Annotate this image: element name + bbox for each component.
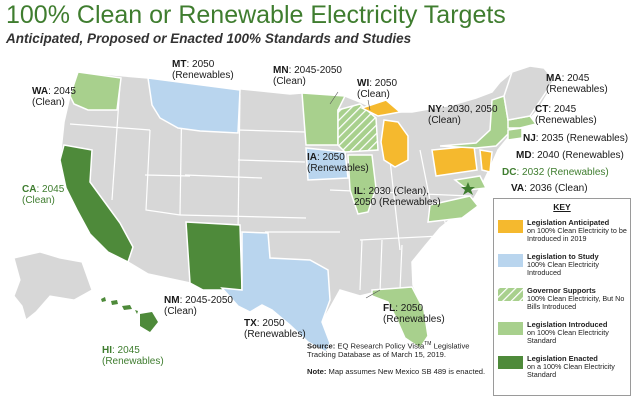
state-md bbox=[453, 175, 488, 191]
state-mi bbox=[360, 99, 409, 168]
label-ct: CT: 2045 (Renewables) bbox=[535, 104, 597, 126]
state-hi bbox=[101, 297, 158, 332]
legend-swatch bbox=[498, 288, 523, 301]
label-dc: DC: 2032 (Renewables) bbox=[502, 167, 609, 178]
label-wi: WI: 2050 (Clean) bbox=[357, 78, 398, 100]
state-ia bbox=[305, 147, 349, 181]
state-new-england bbox=[503, 65, 555, 121]
label-ca: CA: 2045 (Clean) bbox=[22, 184, 65, 206]
legend-text: Legislation Introduced on 100% Clean Elec… bbox=[527, 320, 609, 346]
label-md: MD: 2040 (Renewables) bbox=[516, 150, 624, 161]
legend-text: Legislation to Study 100% Clean Electrici… bbox=[527, 252, 599, 278]
legend-swatch bbox=[498, 254, 523, 267]
state-nm bbox=[185, 221, 243, 291]
legend-text: Legislation Enacted on a 100% Clean Elect… bbox=[527, 354, 615, 380]
label-va: VA: 2036 (Clean) bbox=[511, 183, 588, 194]
label-wa: WA: 2045 (Clean) bbox=[32, 86, 76, 108]
state-pa bbox=[431, 145, 478, 177]
label-tx: TX: 2050 (Renewables) bbox=[244, 318, 306, 340]
label-ny: NY: 2030, 2050 (Clean) bbox=[428, 104, 498, 126]
label-ma: MA: 2045 (Renewables) bbox=[546, 73, 608, 95]
label-il: IL: 2030 (Clean), 2050 (Renewables) bbox=[354, 186, 441, 208]
source-note: Source: EQ Research Policy VistaTM Legis… bbox=[307, 341, 486, 377]
leader-lines bbox=[329, 91, 381, 299]
state-tx bbox=[220, 231, 331, 354]
legend-swatch bbox=[498, 356, 523, 369]
legend-text: Governor Supports 100% Clean Electricity,… bbox=[527, 286, 625, 312]
label-mt: MT: 2050 (Renewables) bbox=[172, 59, 234, 81]
state-ct bbox=[507, 127, 523, 141]
state-ca bbox=[59, 144, 134, 264]
legend-swatch bbox=[498, 220, 523, 233]
label-nj: NJ: 2035 (Renewables) bbox=[523, 133, 629, 144]
state-nj bbox=[479, 149, 493, 173]
state-wi bbox=[337, 103, 379, 153]
state-va bbox=[427, 195, 480, 223]
label-fl: FL: 2050 (Renewables) bbox=[383, 303, 445, 325]
legend-text: Legislation Anticipated on 100% Clean Ele… bbox=[527, 218, 627, 244]
state-wa bbox=[69, 71, 122, 111]
legend: KEY Legislation Anticipated on 100% Clean… bbox=[493, 198, 631, 396]
state-fl bbox=[371, 286, 429, 350]
label-hi: HI: 2045 (Renewables) bbox=[102, 345, 164, 367]
page-subtitle: Anticipated, Proposed or Enacted 100% St… bbox=[6, 31, 412, 46]
label-ia: IA: 2050 (Renewables) bbox=[307, 152, 369, 174]
legend-title: KEY bbox=[553, 202, 571, 212]
dc-star bbox=[461, 182, 475, 195]
state-ak bbox=[13, 251, 93, 322]
label-nm: NM: 2045-2050 (Clean) bbox=[164, 295, 233, 317]
legend-swatch bbox=[498, 322, 523, 335]
label-mn: MN: 2045-2050 (Clean) bbox=[273, 65, 342, 87]
state-mt bbox=[147, 77, 241, 134]
page-title: 100% Clean or Renewable Electricity Targ… bbox=[6, 1, 506, 29]
state-il bbox=[347, 154, 377, 215]
